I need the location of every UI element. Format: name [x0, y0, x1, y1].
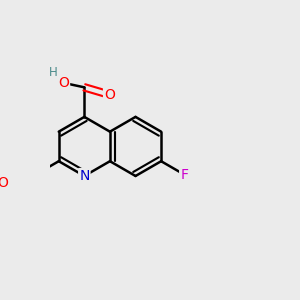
Text: O: O [58, 76, 69, 90]
Text: O: O [0, 176, 8, 190]
Text: H: H [49, 66, 58, 79]
Text: N: N [79, 169, 89, 183]
Text: O: O [104, 88, 115, 102]
Text: F: F [180, 167, 188, 182]
